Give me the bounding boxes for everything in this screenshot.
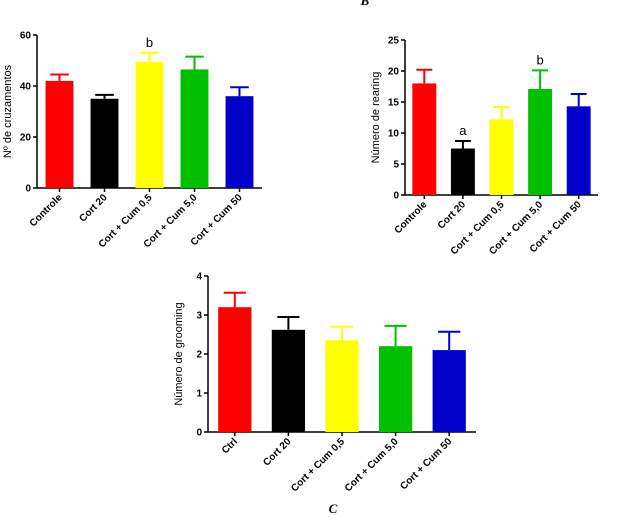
- y-tick-label: 0: [196, 428, 202, 439]
- bar: [412, 83, 437, 195]
- y-tick-label: 1: [196, 389, 202, 400]
- x-tick-label: Cort + Cum 50: [398, 436, 454, 492]
- x-tick-label: Cort 20: [261, 436, 293, 468]
- bar: [218, 307, 252, 432]
- y-tick-label: 2: [196, 350, 202, 361]
- bar-annotation: b: [146, 35, 153, 50]
- y-tick-label: 20: [388, 67, 400, 78]
- y-tick-label: 25: [388, 36, 400, 47]
- panel-label: B: [360, 0, 370, 8]
- bar: [325, 340, 359, 432]
- y-tick-label: 3: [196, 311, 202, 322]
- y-axis-label: Número de grooming: [173, 302, 185, 405]
- x-tick-label: Cort 20: [77, 192, 109, 224]
- bar: [135, 61, 164, 188]
- bar: [45, 80, 74, 188]
- bar: [378, 346, 413, 432]
- x-tick-label: Cort + Cum 0,5: [289, 436, 347, 494]
- x-tick-label: Cort 20: [436, 199, 468, 231]
- y-tick-label: 0: [393, 191, 399, 202]
- x-tick-label: Controle: [393, 199, 430, 236]
- y-tick-label: 20: [20, 133, 32, 144]
- y-tick-label: 4: [196, 272, 202, 283]
- bar-annotation: b: [536, 52, 543, 67]
- y-axis-label: Nº de cruzamentos: [2, 64, 14, 158]
- bar: [432, 350, 466, 432]
- y-tick-label: 15: [388, 98, 400, 109]
- bar: [489, 119, 514, 195]
- bar: [90, 98, 119, 188]
- y-tick-label: 0: [25, 184, 31, 195]
- bar: [450, 148, 475, 195]
- y-tick-label: 60: [20, 31, 32, 42]
- y-tick-label: 5: [393, 160, 399, 171]
- y-axis-label: Número de rearing: [370, 72, 382, 164]
- bar: [180, 69, 209, 188]
- x-tick-label: Cort + Cum 5,0: [343, 436, 401, 494]
- x-tick-label: Ctrl: [220, 436, 240, 456]
- bar: [271, 329, 306, 432]
- y-tick-label: 10: [388, 129, 400, 140]
- bar-annotation: a: [459, 123, 467, 138]
- bar: [225, 96, 254, 188]
- bar: [566, 106, 591, 195]
- y-tick-label: 40: [20, 82, 32, 93]
- panel-label: C: [329, 501, 338, 516]
- x-tick-label: Controle: [28, 192, 65, 229]
- bar: [528, 88, 553, 195]
